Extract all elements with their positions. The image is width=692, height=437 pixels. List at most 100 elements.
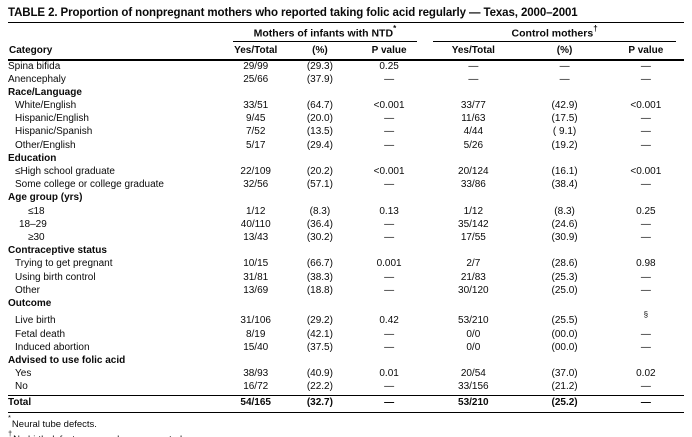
table-row: ≥30 13/43 (30.2) — 17/55 (30.9) —	[8, 232, 684, 245]
data-cell	[608, 245, 684, 258]
data-cell: 33/156	[458, 381, 489, 393]
data-cell	[425, 192, 521, 205]
data-cell: (37.0)	[551, 368, 578, 380]
data-cell: —	[384, 218, 395, 230]
data-cell: (29.2)	[306, 315, 333, 327]
category-cell: Some college or college graduate	[15, 179, 164, 191]
data-cell: 31/106	[240, 315, 271, 327]
data-cell: 4/44	[463, 126, 484, 138]
data-cell: 0.25	[379, 60, 399, 72]
data-cell	[521, 192, 607, 205]
category-cell: Age group (yrs)	[8, 192, 83, 204]
data-cell: 1/12	[245, 205, 266, 217]
data-cell	[425, 245, 521, 258]
data-cell: (25.0)	[551, 284, 578, 296]
category-cell: Fetal death	[15, 328, 66, 340]
data-cell: 1/12	[463, 205, 484, 217]
data-cell: 0/0	[466, 328, 481, 340]
data-cell: —	[640, 284, 651, 296]
category-cell: ≤High school graduate	[15, 166, 115, 177]
table-row: Other/English 5/17 (29.4) — 5/26 (19.2) —	[8, 140, 684, 153]
data-cell: (00.0)	[551, 328, 578, 340]
table-row: Spina bifida 29/99 (29.3) 0.25 — — —	[8, 60, 684, 74]
data-cell: —	[384, 113, 395, 125]
data-cell: 35/142	[458, 218, 489, 230]
data-cell	[225, 153, 287, 166]
data-cell: 16/72	[243, 381, 269, 393]
data-cell: 13/43	[243, 231, 269, 243]
data-cell: —	[384, 73, 395, 85]
category-cell: Contraceptive status	[8, 245, 107, 257]
data-cell	[608, 192, 684, 205]
data-cell: (20.0)	[306, 113, 333, 125]
data-cell: —	[640, 271, 651, 283]
data-cell: (00.0)	[551, 341, 578, 353]
data-cell: 20/54	[460, 368, 486, 380]
table-row: Anencephaly 25/66 (37.9) — — — —	[8, 74, 684, 87]
data-cell	[521, 87, 607, 100]
data-cell: 53/210	[425, 394, 522, 413]
data-cell	[225, 192, 287, 205]
data-cell: 10/15	[243, 258, 269, 270]
data-cell: 30/120	[458, 284, 489, 296]
data-cell: 11/63	[461, 113, 486, 125]
column-header-pct-ntd: (%)	[286, 41, 353, 61]
data-cell: (25.5)	[551, 315, 578, 327]
footnote-marker-section: §	[643, 310, 649, 320]
data-cell: <0.001	[373, 100, 405, 112]
data-cell	[225, 87, 287, 100]
group-header-control-label: Control mothers†	[433, 24, 676, 42]
data-cell	[287, 87, 353, 100]
data-cell: —	[384, 139, 395, 151]
category-cell: Using birth control	[15, 271, 96, 283]
footnote: †No birth defects occurred among control…	[8, 428, 684, 437]
data-cell: (13.5)	[306, 126, 333, 138]
table-header: Mothers of infants with NTD* Control mot…	[8, 23, 684, 61]
category-cell: Trying to get pregnant	[15, 258, 113, 270]
data-cell: (19.2)	[551, 139, 578, 151]
data-cell: 0.001	[376, 258, 402, 270]
category-cell: Anencephaly	[8, 73, 66, 85]
data-cell: 33/77	[460, 100, 486, 112]
data-cell	[353, 153, 425, 166]
data-cell: 9/45	[245, 113, 266, 125]
data-cell: <0.001	[630, 166, 662, 177]
data-cell	[353, 298, 425, 311]
data-cell: —	[640, 113, 651, 125]
data-cell: 13/69	[243, 284, 269, 296]
section-row: Outcome	[8, 298, 684, 311]
data-cell: 29/99	[243, 60, 269, 72]
data-cell: ( 9.1)	[552, 126, 577, 138]
data-cell	[425, 298, 521, 311]
category-cell: Hispanic/English	[15, 113, 89, 125]
footnote-marker-asterisk: *	[393, 24, 397, 33]
category-cell: Induced abortion	[15, 341, 90, 353]
data-cell: (8.3)	[309, 205, 331, 217]
data-cell: §	[608, 310, 684, 329]
data-cell: 54/165	[224, 394, 287, 413]
table-row: Some college or college graduate 32/56 (57…	[8, 179, 684, 192]
data-cell: 2/7	[466, 258, 481, 270]
data-cell: —	[384, 179, 395, 191]
column-header-yes-total-control: Yes/Total	[425, 41, 522, 61]
group-header-ntd-label: Mothers of infants with NTD*	[232, 24, 418, 42]
table-row: Fetal death 8/19 (42.1) — 0/0 (00.0) —	[8, 329, 684, 342]
footnote-marker: †	[8, 428, 13, 437]
data-cell: (29.4)	[306, 139, 333, 151]
data-cell: 21/83	[460, 271, 486, 283]
category-cell: Spina bifida	[8, 60, 61, 72]
footnote-marker-dagger: †	[593, 24, 598, 33]
table-body: Spina bifida 29/99 (29.3) 0.25— — — Anencephal…	[8, 60, 684, 413]
data-cell: (22.2)	[306, 381, 333, 393]
data-cell: 0.25	[636, 205, 656, 217]
data-cell: 40/110	[240, 218, 271, 230]
data-cell	[287, 355, 353, 368]
group-header-control: Control mothers†	[425, 23, 684, 42]
data-cell: 22/109	[240, 166, 271, 177]
data-cell: (25.2)	[521, 394, 608, 413]
data-cell	[608, 153, 684, 166]
data-cell: (21.2)	[551, 381, 578, 393]
group-header-ntd: Mothers of infants with NTD*	[225, 23, 426, 42]
data-cell: —	[640, 179, 651, 191]
data-cell: 33/51	[243, 100, 269, 112]
